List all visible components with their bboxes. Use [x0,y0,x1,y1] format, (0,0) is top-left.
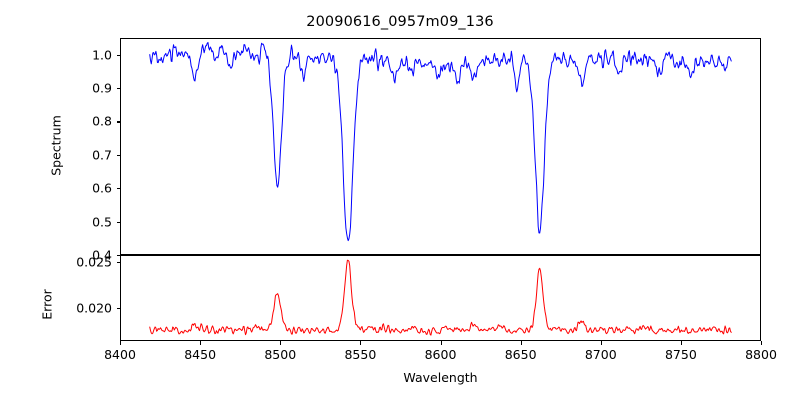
wavelength-tick-mark [360,341,362,345]
spectrum-y-tick-mark [116,188,120,190]
wavelength-tick-mark [200,341,202,345]
page-title: 20090616_0957m09_136 [306,14,494,30]
spectrum-trace [150,42,731,240]
spectrum-y-tick-mark [116,54,120,56]
spectrum-y-tick-label: 0.4 [92,247,112,263]
wavelength-tick-mark [761,341,763,345]
spectrum-y-tick-mark [116,255,120,257]
spectrum-y-tick-label: 1.0 [92,47,112,63]
spectrum-y-tick-mark [116,154,120,156]
spectrum-line-chart [121,39,760,254]
spectrum-y-tick-label: 0.8 [92,113,112,129]
wavelength-tick-label: 8450 [184,347,217,362]
y-axis-label-spectrum: Spectrum [48,115,64,176]
wavelength-tick-label: 8400 [104,347,136,362]
error-line-chart [121,256,760,340]
x-axis-label-wavelength: Wavelength [403,370,478,385]
wavelength-tick-label: 8500 [264,347,297,362]
wavelength-tick-mark [440,341,442,345]
wavelength-tick-mark [280,341,282,345]
wavelength-tick-label: 8550 [344,347,377,362]
spectrum-y-tick-label: 0.5 [92,214,112,230]
spectrum-y-tick-label: 0.6 [92,180,112,196]
spectrum-y-tick-mark [116,88,120,90]
error-y-tick-mark [116,307,120,309]
wavelength-tick-label: 8700 [584,347,617,362]
wavelength-tick-mark [520,341,522,345]
error-y-tick-label: 0.020 [76,300,112,315]
spectrum-panel [120,38,761,255]
wavelength-tick-label: 8800 [745,347,777,362]
error-y-tick-label: 0.025 [76,254,112,270]
spectrum-y-tick-label: 0.7 [92,147,112,163]
wavelength-tick-mark [600,341,602,345]
error-trace [150,260,731,335]
error-y-tick-mark [116,262,120,264]
spectrum-y-tick-mark [116,121,120,123]
wavelength-tick-mark [120,341,122,345]
wavelength-tick-mark [680,341,682,345]
wavelength-tick-label: 8650 [504,347,537,362]
spectrum-y-tick-label: 0.9 [92,80,112,96]
wavelength-tick-label: 8750 [664,347,697,362]
wavelength-tick-label: 8600 [424,347,457,362]
error-panel [120,255,761,341]
y-axis-label-error: Error [39,289,55,320]
spectrum-y-tick-mark [116,221,120,223]
